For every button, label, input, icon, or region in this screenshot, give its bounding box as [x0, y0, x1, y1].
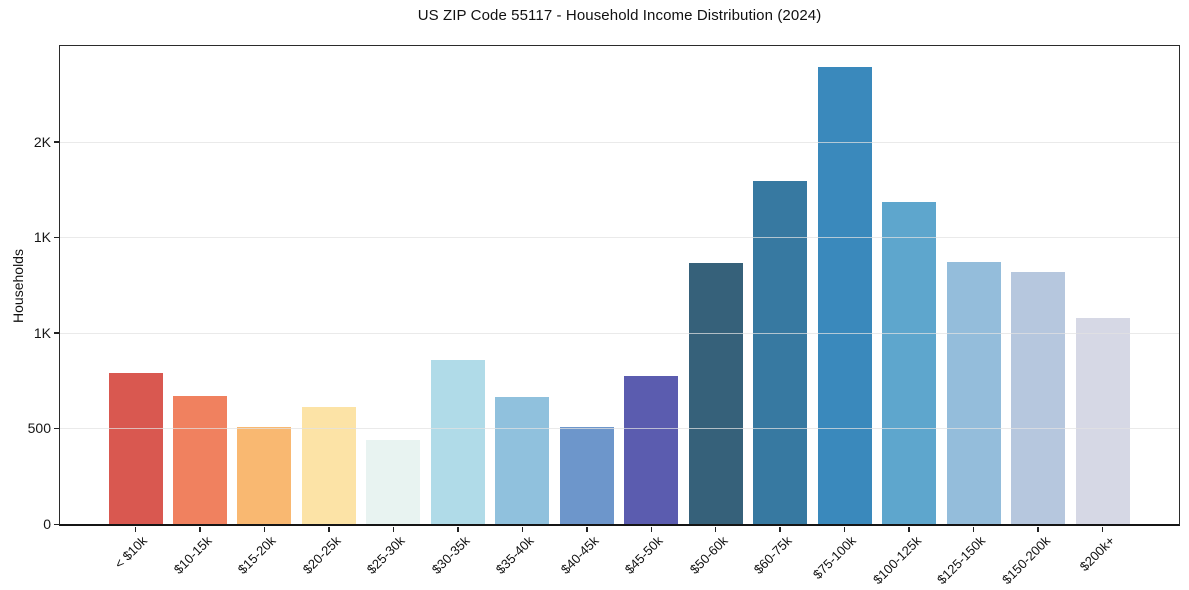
x-tick-mark	[263, 527, 266, 532]
bar-10-15k	[172, 395, 227, 524]
x-tick-mark	[586, 527, 588, 532]
bar-35-40k	[495, 396, 550, 524]
bar-25-30k	[366, 439, 421, 524]
x-tick-mark	[779, 527, 781, 532]
bar-15-20k	[237, 427, 292, 524]
x-tick-mark	[457, 527, 459, 532]
x-tick-mark	[650, 527, 652, 532]
chart-title: US ZIP Code 55117 - Household Income Dis…	[417, 7, 822, 24]
plot-area	[59, 45, 1180, 526]
y-tick-label: 1K	[33, 324, 51, 341]
bar-40-45k	[559, 427, 614, 524]
bar-10k	[108, 372, 163, 524]
x-tick-mark	[199, 527, 201, 532]
bar-50-60k	[688, 263, 743, 524]
x-tick-mark	[134, 527, 137, 532]
y-tick-label: 0	[43, 516, 51, 532]
x-tick-mark	[908, 527, 910, 532]
y-tick-label: 1K	[33, 229, 51, 246]
x-tick-mark	[328, 527, 330, 532]
bar-150-200k	[1011, 271, 1066, 524]
bar-200k	[1075, 318, 1130, 524]
y-tick-label: 500	[27, 420, 51, 437]
bar-100-125k	[882, 201, 937, 524]
y-tick-mark	[54, 141, 59, 143]
y-axis-label: Households	[10, 249, 26, 323]
bar-30-35k	[430, 359, 485, 524]
x-tick-mark	[521, 527, 524, 532]
bar-125-150k	[946, 262, 1001, 524]
y-tick-mark	[54, 332, 59, 334]
gridline	[60, 141, 1179, 143]
y-tick-mark	[54, 427, 59, 430]
x-tick-mark	[972, 527, 975, 532]
x-tick-mark	[1101, 527, 1104, 532]
y-tick-label: 2K	[33, 133, 51, 150]
x-tick-mark	[1037, 527, 1039, 532]
bar-20-25k	[301, 407, 356, 524]
gridline	[60, 332, 1179, 334]
x-tick-mark	[714, 527, 717, 532]
bar-75-100k	[817, 67, 872, 524]
x-tick-mark	[392, 527, 395, 532]
gridline	[60, 237, 1179, 239]
gridline	[60, 428, 1179, 430]
bar-60-75k	[753, 180, 808, 524]
bar-45-50k	[624, 375, 679, 524]
x-tick-mark	[843, 527, 846, 532]
y-tick-mark	[54, 236, 59, 239]
y-tick-mark	[54, 523, 59, 525]
